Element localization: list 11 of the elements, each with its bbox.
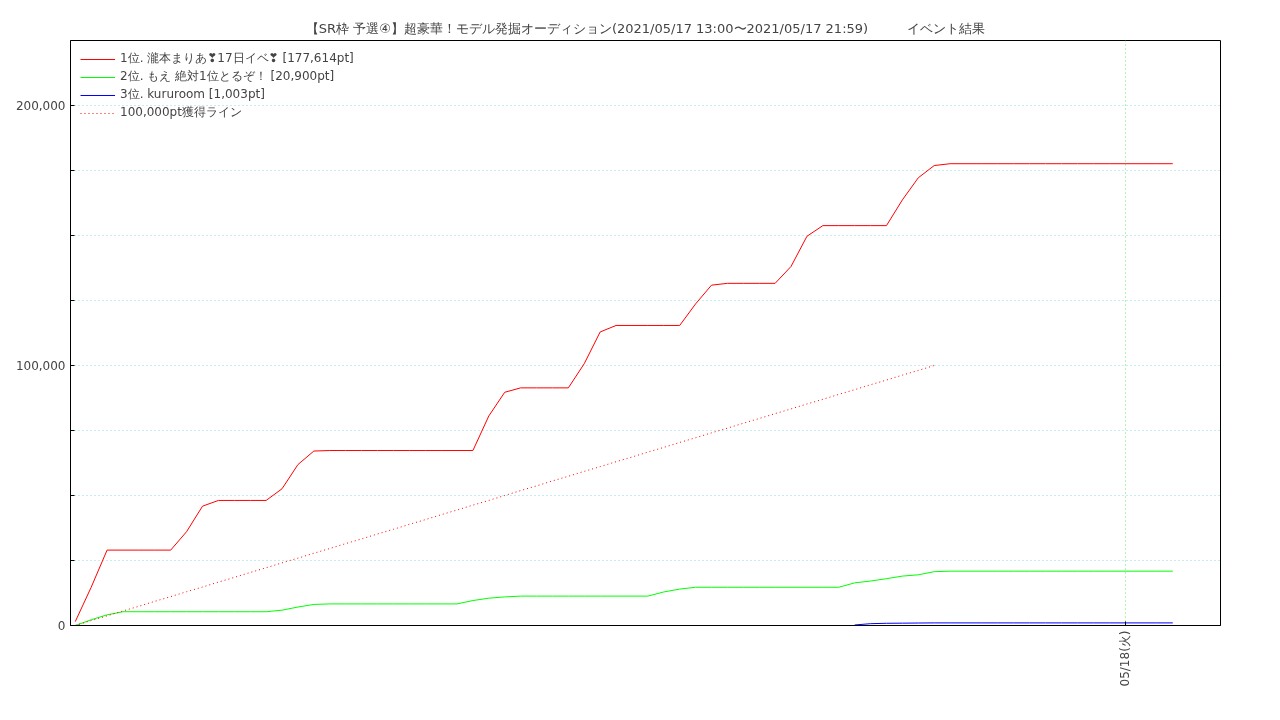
legend-label: 1位. 瀧本まりあ❣17日イベ❣ [177,614pt] (120, 50, 354, 67)
chart-title: 【SR枠 予選④】超豪華！モデル発掘オーディション(2021/05/17 13:00〜2021/05/17 21:59) イベント結果 (305, 20, 986, 36)
y-tick-label: 200,000 (15, 99, 66, 113)
x-tick-label: 05/18(火) (1118, 630, 1133, 687)
legend-label: 2位. もえ 絶対1位とるぞ！ [20,900pt] (120, 68, 335, 85)
legend-label: 100,000pt獲得ライン (120, 104, 242, 121)
legend-label: 3位. kururoom [1,003pt] (120, 86, 265, 103)
line-series (74, 570, 1174, 626)
y-tick-label: 0 (57, 619, 66, 633)
y-tick-label: 100,000 (15, 359, 66, 373)
line-series (74, 163, 1174, 623)
